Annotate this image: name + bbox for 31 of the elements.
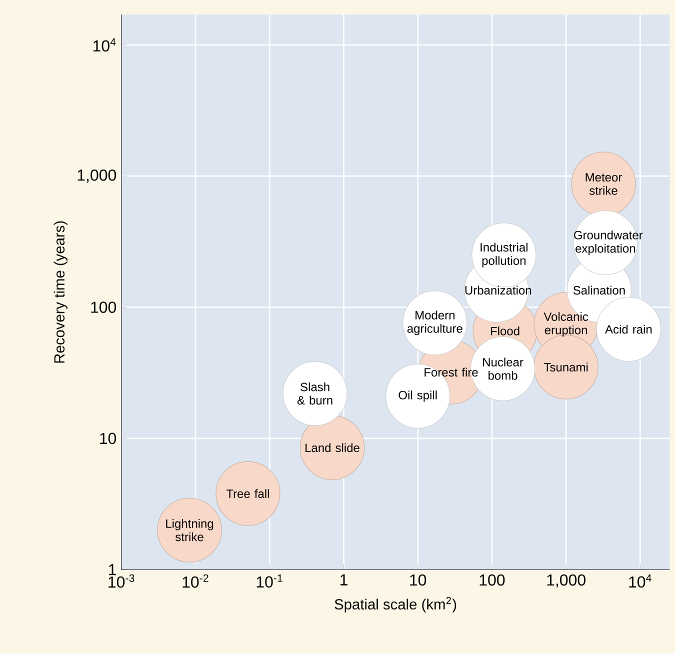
annotation: Forest fire	[424, 368, 478, 377]
x-tick-label: 1	[340, 574, 348, 586]
x-tick-label: 1,000	[547, 574, 586, 588]
annotation: Modern agriculture	[407, 310, 462, 336]
x-tick-label: 10$^{-3}$	[108, 574, 134, 588]
annotation: Land slide	[306, 443, 360, 452]
annotation: Urbanization	[465, 286, 532, 295]
x-tick-label: 100	[480, 574, 505, 586]
annotation: Tsunami	[544, 362, 588, 372]
y-tick-label: 10	[100, 432, 116, 444]
annotation: Salination	[573, 286, 625, 295]
annotation: Lightning strike	[166, 519, 214, 542]
y-axis-title: Recovery time (years)	[54, 222, 68, 363]
annotation: Volcanic eruption	[544, 312, 588, 337]
x-tick-label: 10	[410, 574, 426, 586]
x-axis-title: Spatial scale (km$^{2}$)	[334, 597, 456, 613]
annotation: Acid rain	[605, 324, 652, 334]
annotation: Industrial pollution	[480, 242, 528, 268]
annotation: Meteor strike	[586, 173, 622, 196]
x-tick-label: 10$^{-2}$	[182, 574, 208, 588]
annotation: Groundwater exploitation	[574, 230, 643, 256]
y-tick-label: 100	[91, 302, 116, 314]
annotation: Nuclear bomb	[483, 358, 524, 380]
y-tick-label: 1	[108, 564, 116, 576]
y-tick-label: 1,000	[78, 170, 116, 183]
annotation: Tree fall	[226, 489, 269, 498]
y-tick-label: 10$^{4}$	[93, 38, 116, 52]
annotation: Oil spill	[398, 390, 437, 402]
x-tick-label: 10$^{4}$	[629, 574, 652, 588]
annotation: Slash & burn	[297, 382, 332, 405]
x-tick-label: 10$^{-1}$	[256, 574, 282, 588]
